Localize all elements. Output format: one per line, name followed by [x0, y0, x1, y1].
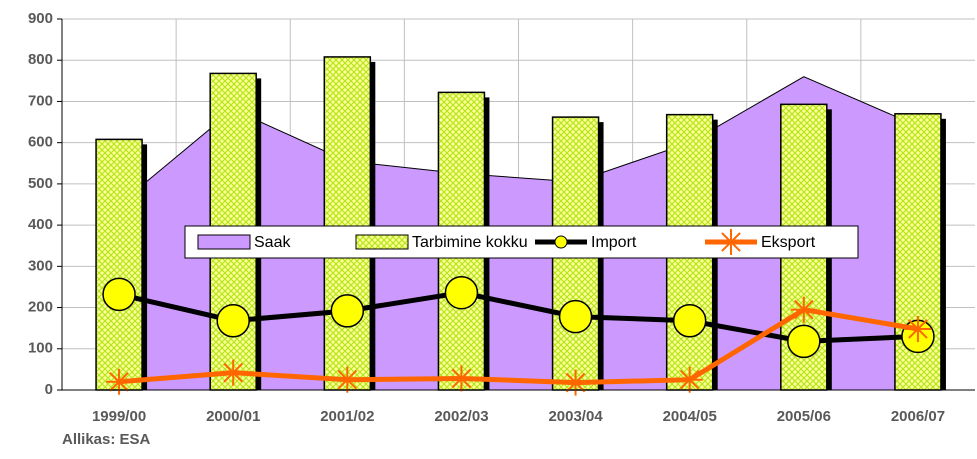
marker — [787, 324, 821, 359]
marker — [558, 299, 593, 334]
x-tick-label: 2006/07 — [891, 408, 945, 425]
legend-marker — [554, 235, 568, 249]
marker — [106, 368, 133, 395]
y-tick-label: 600 — [28, 134, 53, 151]
line — [118, 306, 919, 386]
legend-swatch — [197, 234, 251, 250]
marker — [448, 365, 475, 392]
marker — [562, 369, 589, 396]
marker — [676, 366, 703, 393]
y-tick-label: 400 — [28, 216, 53, 233]
y-tick-label: 200 — [28, 299, 53, 316]
y-tick-label: 100 — [28, 340, 53, 357]
marker — [102, 277, 136, 312]
star-arm — [337, 369, 358, 390]
y-tick-label: 700 — [28, 92, 53, 109]
line — [118, 290, 919, 344]
legend-label: Import — [591, 234, 637, 251]
bar — [323, 56, 372, 391]
x-tick-label: 2003/04 — [548, 408, 603, 425]
star-arm — [109, 371, 129, 392]
x-tick-label: 2002/03 — [434, 408, 488, 425]
bar — [95, 138, 143, 391]
marker — [444, 275, 479, 310]
marker — [672, 303, 707, 338]
x-tick-label: 2001/02 — [320, 408, 374, 425]
star-arm — [721, 232, 741, 252]
legend-label: Saak — [254, 234, 291, 251]
y-tick-label: 500 — [28, 175, 53, 192]
legend-label: Eksport — [761, 234, 816, 251]
x-tick-label: 2005/06 — [777, 408, 831, 425]
legend-swatch — [355, 234, 409, 250]
marker — [216, 303, 250, 338]
star-arm — [451, 368, 472, 389]
star-arm — [565, 372, 586, 393]
star-arm — [908, 319, 928, 339]
y-tick-label: 900 — [28, 10, 53, 27]
y-tick-label: 0 — [45, 381, 53, 398]
star-arm — [679, 369, 700, 390]
legend: Saak Tarbimine kokku Import Eksport — [184, 225, 859, 259]
x-tick-label: 2000/01 — [206, 408, 260, 425]
x-tick-label: 2004/05 — [663, 408, 717, 425]
y-tick-label: 300 — [28, 257, 53, 274]
marker — [790, 296, 817, 323]
y-tick-label: 800 — [28, 51, 53, 68]
x-tick-label: 1999/00 — [92, 408, 146, 425]
legend-label: Tarbimine kokku — [412, 234, 528, 251]
marker — [220, 359, 247, 386]
star-arm — [223, 362, 243, 383]
source-note: Allikas: ESA — [62, 431, 151, 448]
marker — [334, 366, 361, 393]
marker — [330, 294, 365, 328]
star-arm — [794, 299, 814, 320]
marker — [904, 315, 931, 342]
